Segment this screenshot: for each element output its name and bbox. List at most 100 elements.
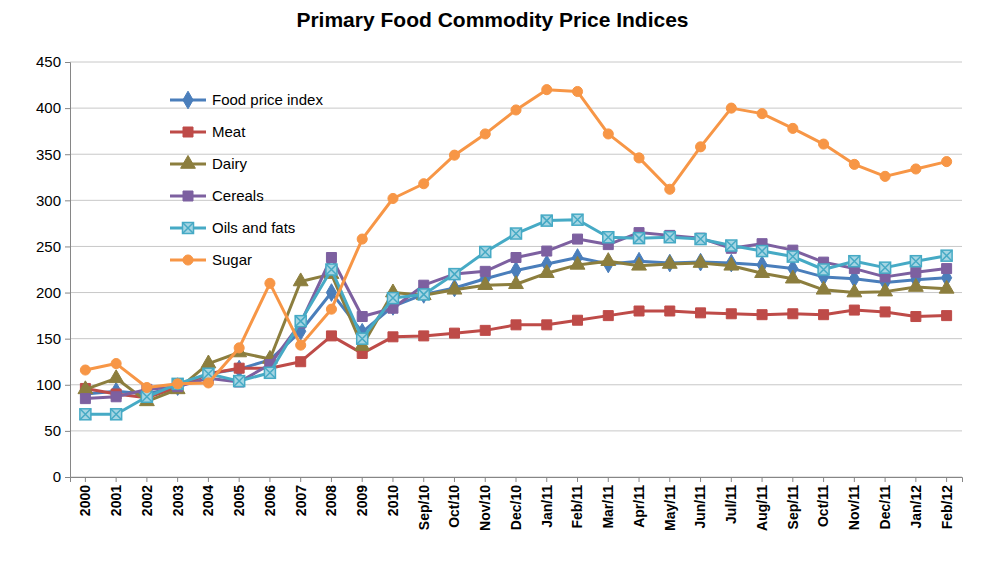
marker-group: [326, 253, 336, 263]
x-tick: Feb/11: [569, 477, 585, 529]
marker: [601, 253, 616, 266]
marker-group: [80, 365, 90, 375]
marker: [80, 394, 90, 404]
marker-group: [910, 256, 921, 267]
x-tick-mark: [700, 477, 701, 482]
legend-item: Dairy: [170, 155, 248, 172]
y-tick: 250: [36, 238, 70, 255]
marker-group: [942, 157, 952, 167]
x-tick-label: Sep/10: [416, 485, 432, 530]
marker: [908, 278, 923, 291]
legend-marker: [181, 155, 196, 168]
marker-group: [541, 215, 552, 226]
series: [80, 214, 952, 420]
legend-marker: [183, 127, 193, 137]
y-tick: 150: [36, 330, 70, 347]
marker: [632, 257, 647, 270]
marker-group: [603, 129, 613, 139]
marker: [696, 142, 706, 152]
marker-group: [480, 246, 491, 257]
series: [80, 228, 951, 404]
marker: [511, 320, 521, 330]
marker-group: [416, 287, 431, 300]
marker: [724, 257, 739, 270]
x-tick: Jan/11: [539, 477, 555, 528]
y-tick-mark: [65, 246, 70, 247]
x-tick: 2005: [231, 477, 247, 516]
marker: [849, 305, 859, 315]
marker-group: [447, 281, 462, 294]
marker: [911, 164, 921, 174]
marker-part: [880, 262, 891, 273]
legend: Food price indexMeatDairyCerealsOils and…: [170, 91, 323, 268]
marker-group: [757, 109, 767, 119]
marker: [234, 363, 244, 373]
x-tick-mark: [792, 477, 793, 482]
marker: [726, 103, 736, 113]
marker: [785, 270, 800, 283]
marker-group: [573, 315, 583, 325]
marker: [78, 381, 93, 394]
marker-group: [111, 359, 121, 369]
y-tick-label: 400: [36, 99, 61, 116]
marker-group: [819, 139, 829, 149]
marker: [849, 256, 860, 267]
marker: [878, 283, 893, 296]
marker: [541, 215, 552, 226]
marker: [326, 331, 336, 341]
marker: [357, 234, 367, 244]
marker-part: [234, 376, 245, 387]
x-tick-mark: [177, 477, 178, 482]
x-tick-mark: [639, 477, 640, 482]
marker: [326, 304, 336, 314]
marker-part: [910, 256, 921, 267]
y-tick: 200: [36, 284, 70, 301]
marker-group: [234, 343, 244, 353]
marker-group: [785, 270, 800, 283]
title: Primary Food Commodity Price Indices: [296, 8, 688, 31]
x-tick-label: Nov/10: [477, 485, 493, 531]
x-tick-mark: [362, 477, 363, 482]
x-tick-label: 2002: [139, 485, 155, 516]
marker-group: [726, 103, 736, 113]
marker-group: [878, 283, 893, 296]
marker: [573, 234, 583, 244]
marker-part: [80, 409, 91, 420]
marker-part: [849, 256, 860, 267]
x-tick-mark: [885, 477, 886, 482]
y-axis-line: [65, 63, 71, 478]
marker-part: [757, 246, 768, 257]
marker-group: [665, 184, 675, 194]
series-line: [85, 90, 946, 388]
marker-part: [111, 409, 122, 420]
marker: [816, 281, 831, 294]
y-tick-label: 0: [53, 468, 61, 485]
marker-group: [511, 228, 522, 239]
marker: [293, 273, 308, 286]
marker: [357, 333, 368, 344]
marker-group: [172, 378, 183, 389]
marker-part: [818, 264, 829, 275]
x-tick-label: 2007: [293, 485, 309, 516]
x-tick-mark: [823, 477, 824, 482]
y-tick-label: 250: [36, 238, 61, 255]
marker: [419, 179, 429, 189]
marker-group: [357, 333, 368, 344]
marker-group: [449, 269, 459, 279]
marker: [818, 264, 829, 275]
marker-group: [911, 267, 921, 277]
marker: [480, 246, 491, 257]
marker: [203, 378, 213, 388]
y-tick-label: 150: [36, 330, 61, 347]
marker-part: [183, 223, 194, 234]
x-tick: 2004: [200, 477, 216, 516]
marker: [265, 278, 275, 288]
marker-group: [511, 253, 521, 263]
x-tick: Dec/10: [508, 477, 524, 530]
x-tick-label: Aug/11: [754, 485, 770, 531]
marker-group: [911, 312, 921, 322]
y-axis: 050100150200250300350400450: [36, 53, 71, 485]
marker-group: [296, 340, 306, 350]
marker-part: [418, 289, 429, 300]
marker-group: [542, 320, 552, 330]
